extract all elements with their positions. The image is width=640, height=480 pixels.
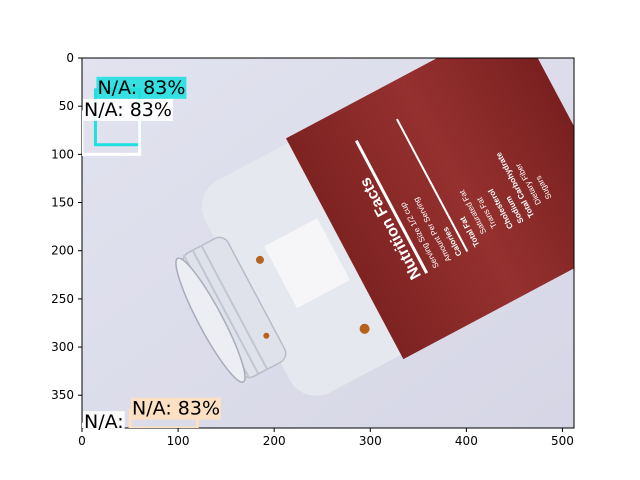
jar: Nutrition Facts Serving Size 1/2 cup Amo… bbox=[175, 58, 574, 396]
detection-label-bg bbox=[83, 411, 125, 434]
jar-mouth bbox=[175, 257, 246, 383]
detection-label: N/A: 83% bbox=[84, 99, 172, 121]
y-tick-label: 0 bbox=[66, 51, 74, 65]
jar-label bbox=[285, 58, 574, 360]
detections: N/A: 83%N/A: 83%N/A:N/A: 83% bbox=[82, 76, 221, 434]
x-tick-label: 300 bbox=[359, 434, 382, 448]
x-tick-label: 400 bbox=[455, 434, 478, 448]
x-tick-label: 100 bbox=[167, 434, 190, 448]
y-tick-label: 350 bbox=[51, 388, 74, 402]
y-tick-label: 50 bbox=[59, 99, 74, 113]
x-tick-label: 0 bbox=[78, 434, 86, 448]
photo: Nutrition Facts Serving Size 1/2 cup Amo… bbox=[82, 58, 574, 428]
detection-label: N/A: bbox=[84, 411, 124, 433]
axes-frame bbox=[81, 57, 575, 429]
detection-label: N/A: 83% bbox=[97, 77, 185, 99]
y-tick-label: 150 bbox=[51, 196, 74, 210]
x-tick-label: 200 bbox=[263, 434, 286, 448]
detection-label: N/A: 83% bbox=[132, 398, 220, 420]
detection-label-bg bbox=[131, 397, 221, 420]
y-tick-label: 250 bbox=[51, 292, 74, 306]
detection-label-bg bbox=[96, 76, 187, 99]
detection-label-bg bbox=[83, 98, 173, 121]
y-tick-label: 100 bbox=[51, 147, 74, 161]
x-tick-label: 500 bbox=[551, 434, 574, 448]
axis-ticks: 0 100 200 300 400 500 0 50 100 150 200 250 300 350 bbox=[51, 51, 574, 448]
y-tick-label: 200 bbox=[51, 244, 74, 258]
y-tick-label: 300 bbox=[51, 340, 74, 354]
